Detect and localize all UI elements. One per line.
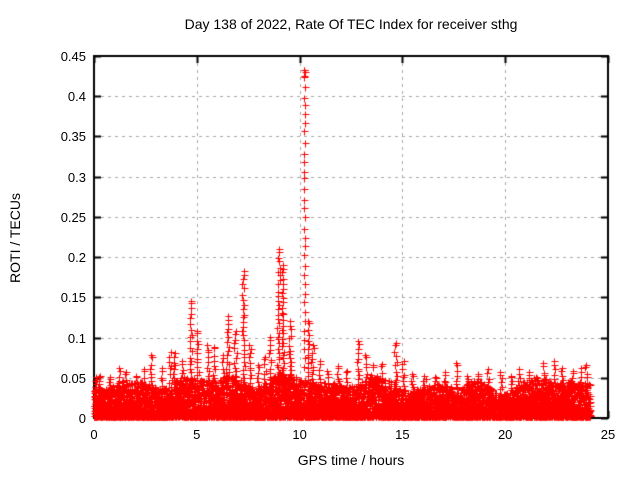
y-tick-label: 0.35 xyxy=(60,129,86,145)
y-tick-label: 0.4 xyxy=(67,89,86,105)
x-tick-label: 5 xyxy=(193,427,201,442)
y-axis-title: ROTI / TECUs xyxy=(7,193,23,283)
x-tick-label: 20 xyxy=(497,427,513,442)
y-tick-label: 0.45 xyxy=(60,49,86,64)
y-tick-label: 0.15 xyxy=(60,290,86,306)
x-tick-label: 0 xyxy=(90,427,98,442)
y-tick-label: 0 xyxy=(78,411,86,426)
chart-title: Day 138 of 2022, Rate Of TEC Index for r… xyxy=(184,16,518,32)
x-tick-label: 25 xyxy=(600,427,616,442)
y-tick-label: 0.1 xyxy=(67,330,86,346)
x-tick-label: 10 xyxy=(292,427,307,442)
y-tick-label: 0.25 xyxy=(60,209,86,225)
y-tick-label: 0.05 xyxy=(60,370,86,386)
x-axis-title: GPS time / hours xyxy=(297,452,405,468)
y-tick-label: 0.2 xyxy=(67,250,86,266)
y-tick-label: 0.3 xyxy=(67,169,86,185)
x-tick-label: 15 xyxy=(395,427,410,442)
